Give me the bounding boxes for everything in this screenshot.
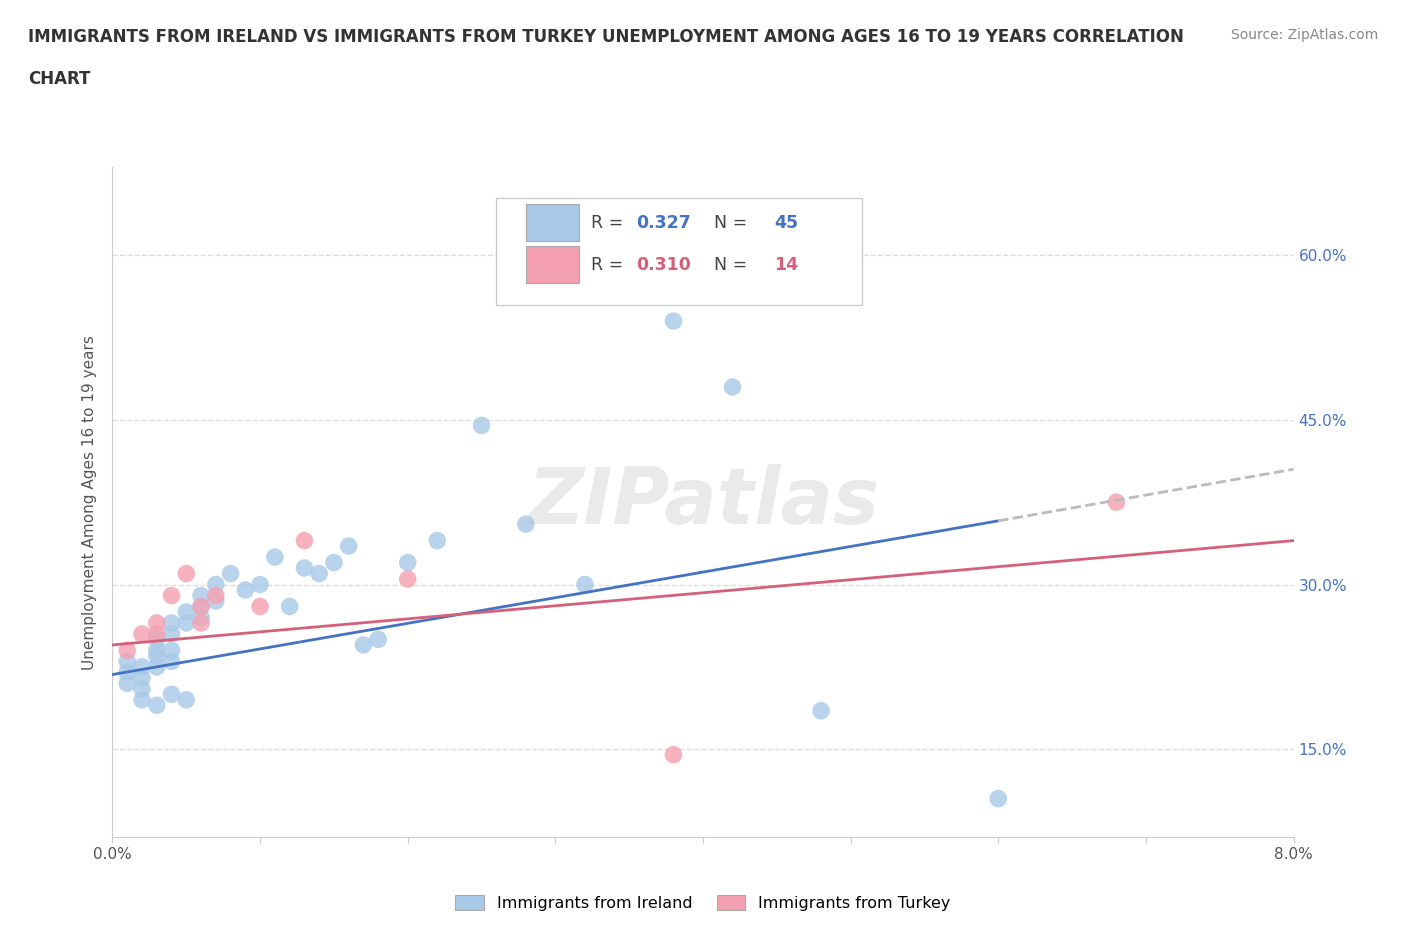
Point <box>131 671 153 685</box>
Text: 0.310: 0.310 <box>636 256 690 273</box>
Legend: Immigrants from Ireland, Immigrants from Turkey: Immigrants from Ireland, Immigrants from… <box>449 888 957 917</box>
Point <box>190 599 212 614</box>
Point <box>117 654 138 669</box>
Point <box>117 676 138 691</box>
Point <box>426 533 449 548</box>
Point <box>131 659 153 674</box>
Point <box>174 692 197 707</box>
Point <box>146 648 169 663</box>
Point <box>662 747 685 762</box>
Text: IMMIGRANTS FROM IRELAND VS IMMIGRANTS FROM TURKEY UNEMPLOYMENT AMONG AGES 16 TO : IMMIGRANTS FROM IRELAND VS IMMIGRANTS FR… <box>28 28 1184 46</box>
Text: N =: N = <box>703 214 752 232</box>
Point <box>146 627 169 642</box>
Text: R =: R = <box>591 256 628 273</box>
Point <box>323 555 346 570</box>
Point <box>337 538 360 553</box>
Point <box>396 555 419 570</box>
Point <box>190 588 212 603</box>
Point <box>190 616 212 631</box>
Point <box>160 588 183 603</box>
Point <box>146 632 169 647</box>
Text: R =: R = <box>591 214 628 232</box>
Point <box>131 682 153 697</box>
Point <box>146 698 169 712</box>
Point <box>249 578 271 592</box>
Point <box>471 418 494 432</box>
FancyBboxPatch shape <box>526 246 579 284</box>
Point <box>574 578 596 592</box>
Point <box>1105 495 1128 510</box>
Point <box>810 703 832 718</box>
Point <box>987 791 1010 806</box>
Point <box>515 517 537 532</box>
Point <box>160 627 183 642</box>
Text: ZIPatlas: ZIPatlas <box>527 464 879 540</box>
Point <box>205 588 228 603</box>
Text: CHART: CHART <box>28 70 90 87</box>
Point <box>174 604 197 619</box>
FancyBboxPatch shape <box>496 197 862 305</box>
Text: 14: 14 <box>773 256 799 273</box>
Point <box>205 578 228 592</box>
Point <box>205 593 228 608</box>
Point <box>352 637 374 652</box>
Text: 45: 45 <box>773 214 799 232</box>
Point <box>174 616 197 631</box>
Point <box>160 643 183 658</box>
Point <box>131 692 153 707</box>
Point <box>190 599 212 614</box>
Point <box>117 643 138 658</box>
Text: 0.327: 0.327 <box>636 214 690 232</box>
Point <box>190 610 212 625</box>
Point <box>292 561 315 576</box>
Point <box>117 665 138 680</box>
Point <box>146 643 169 658</box>
Point <box>160 616 183 631</box>
Point <box>146 616 169 631</box>
FancyBboxPatch shape <box>526 205 579 241</box>
Point <box>292 533 315 548</box>
Point <box>160 654 183 669</box>
Text: N =: N = <box>703 256 752 273</box>
Point <box>278 599 301 614</box>
Point <box>160 687 183 702</box>
Point <box>264 550 287 565</box>
Point <box>233 582 256 597</box>
Point <box>396 572 419 587</box>
Point <box>146 659 169 674</box>
Text: Source: ZipAtlas.com: Source: ZipAtlas.com <box>1230 28 1378 42</box>
Y-axis label: Unemployment Among Ages 16 to 19 years: Unemployment Among Ages 16 to 19 years <box>82 335 97 670</box>
Point <box>308 566 330 581</box>
Point <box>174 566 197 581</box>
Point <box>662 313 685 328</box>
Point <box>131 627 153 642</box>
Point <box>249 599 271 614</box>
Point <box>721 379 744 394</box>
Point <box>219 566 242 581</box>
Point <box>367 632 389 647</box>
